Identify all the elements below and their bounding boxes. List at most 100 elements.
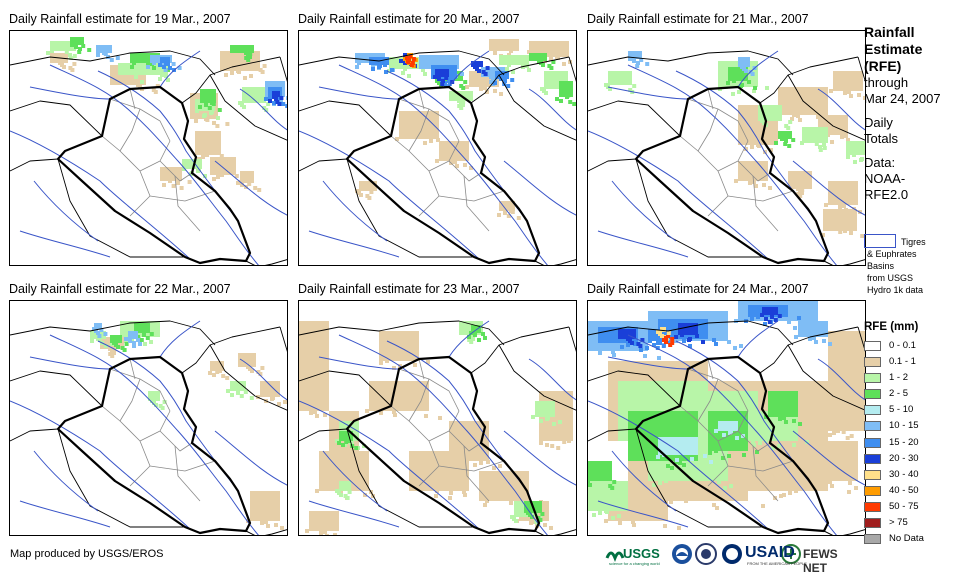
rainfall-speck [643,354,647,358]
rainfall-area [588,481,628,511]
river-basin-line [29,86,111,100]
rainfall-speck [798,118,802,122]
rainfall-speck [846,155,850,159]
rainfall-speck [829,89,833,93]
province-boundary [390,135,410,152]
rainfall-speck [393,413,397,417]
rainfall-speck [822,146,827,150]
rainfall-speck [268,99,272,103]
rainfall-speck [166,62,170,66]
province-boundary [101,135,121,152]
river-basin-line [607,86,689,100]
rainfall-speck [112,351,116,355]
rainfall-speck [483,86,487,90]
rainfall-speck [70,68,75,72]
river-basin-line [97,70,233,214]
rainfall-speck [323,413,327,417]
rainfall-speck [539,441,543,445]
rainfall-speck [463,163,467,167]
province-boundary [697,108,749,172]
basin-line: Basins [867,261,895,271]
rainfall-speck [103,344,108,348]
rainfall-speck [411,57,416,61]
legend-label: 30 - 40 [889,468,919,480]
rainfall-speck [211,102,216,106]
river-basin-line [299,130,480,260]
rainfall-speck [465,85,469,89]
rainfall-speck [485,90,489,94]
rainfall-area [50,41,76,51]
province-boundary [737,430,771,452]
rainfall-speck [216,116,220,120]
rainfall-panel-23: Daily Rainfall estimate for 23 Mar., 200… [298,280,577,536]
province-boundary [159,430,193,452]
legend-label: 50 - 75 [889,500,919,512]
country-boundary [299,428,348,442]
country-boundary [299,370,392,407]
panel-title: Daily Rainfall estimate for 22 Mar., 200… [9,282,231,296]
rainfall-speck [333,533,337,535]
rainfall-speck [546,416,550,420]
rainfall-speck [81,44,86,48]
legend-label: 15 - 20 [889,436,919,448]
legend-swatch [864,534,881,545]
iraq-border [634,355,830,535]
rainfall-speck [841,430,846,434]
rainfall-speck [780,137,784,141]
rainfall-speck [849,94,853,98]
rainfall-speck [652,483,656,487]
legend-swatch [864,453,881,464]
rainfall-area [230,381,246,391]
rainfall-speck [770,315,774,319]
rainfall-area [160,57,170,63]
daily-line: Totals [864,131,898,146]
rainfall-speck [744,69,748,73]
rainfall-speck [509,49,513,53]
rainfall-speck [540,512,545,516]
dhs-seal-icon [695,543,717,565]
rainfall-speck [510,78,515,82]
rainfall-speck [814,142,819,146]
rainfall-speck [556,446,561,450]
rainfall-speck [777,444,781,448]
rainfall-speck [194,119,198,123]
rainfall-speck [216,175,220,179]
rainfall-speck [769,148,773,152]
river-basin-line [448,50,490,88]
rainfall-speck [205,153,209,157]
rainfall-speck [631,520,635,524]
rainfall-speck [838,205,842,209]
rainfall-area [195,131,221,155]
rainfall-speck [469,340,474,344]
country-boundary [346,428,474,528]
rainfall-speck [506,84,511,88]
rainfall-speck [723,486,727,490]
rainfall-map [9,30,288,266]
rainfall-speck [451,77,455,81]
rainfall-speck [828,433,832,437]
rainfall-speck [354,446,359,450]
province-boundary [174,175,201,232]
rainfall-area [588,461,612,481]
rainfall-area [449,421,489,461]
legend-swatch [864,469,881,480]
rainfall-speck [279,96,284,100]
rainfall-speck [737,90,741,94]
rainfall-speck [752,443,756,447]
rainfall-speck [421,68,425,72]
rainfall-speck [97,338,102,342]
rainfall-speck [818,145,822,149]
rainfall-speck [670,466,674,470]
rainfall-speck [800,191,804,195]
rainfall-speck [842,204,846,208]
rainfall-area [359,181,377,191]
rainfall-speck [390,68,394,72]
usgs-logo-icon [605,551,625,563]
river-basin-line [588,130,769,260]
rainfall-speck [204,103,208,107]
province-boundary [679,405,699,422]
rainfall-speck [158,63,162,67]
rainfall-speck [669,500,673,504]
rainfall-speck [830,484,834,488]
river-basin-line [49,64,259,265]
